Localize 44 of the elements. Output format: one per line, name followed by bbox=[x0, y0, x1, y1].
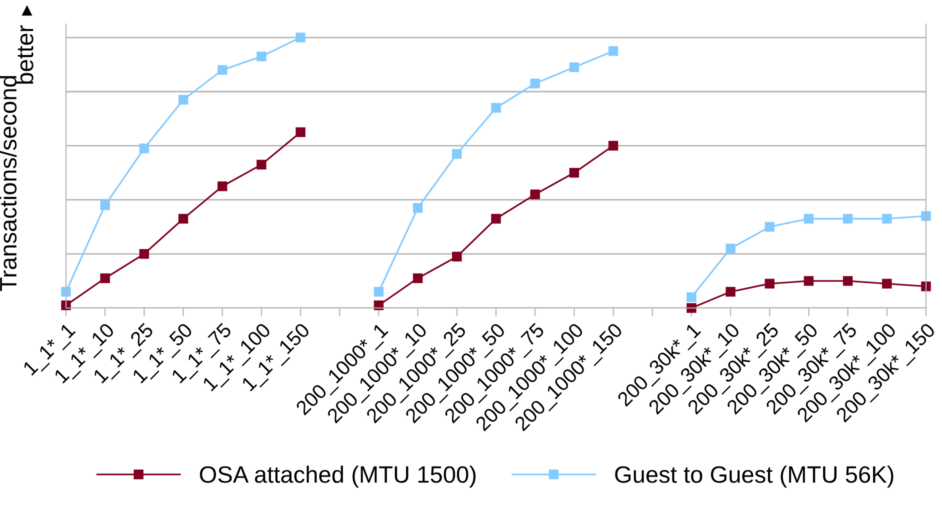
point bbox=[726, 286, 736, 297]
point bbox=[921, 211, 931, 221]
point bbox=[139, 249, 150, 259]
point bbox=[804, 276, 814, 286]
point bbox=[764, 222, 774, 232]
point bbox=[178, 214, 188, 224]
point bbox=[530, 78, 540, 88]
text: better bbox=[16, 25, 34, 84]
point bbox=[921, 282, 931, 292]
point bbox=[100, 200, 110, 210]
point bbox=[608, 140, 618, 151]
point bbox=[218, 65, 228, 75]
point bbox=[882, 278, 892, 289]
point bbox=[491, 214, 501, 224]
point bbox=[882, 214, 892, 224]
point bbox=[256, 160, 266, 170]
point bbox=[726, 244, 736, 254]
point bbox=[61, 286, 71, 297]
point bbox=[412, 203, 423, 213]
point bbox=[764, 278, 774, 289]
point bbox=[100, 273, 110, 284]
legend-label: Guest to Guest (MTU 56K) bbox=[615, 466, 894, 488]
point bbox=[569, 168, 580, 178]
point bbox=[842, 214, 853, 224]
point bbox=[218, 181, 228, 192]
point bbox=[139, 144, 150, 154]
point bbox=[412, 273, 423, 284]
point bbox=[256, 52, 266, 62]
point bbox=[608, 46, 618, 56]
point bbox=[491, 102, 501, 113]
point bbox=[452, 252, 462, 262]
point bbox=[530, 190, 540, 200]
point bbox=[686, 292, 696, 302]
point bbox=[842, 276, 853, 286]
point bbox=[296, 32, 306, 42]
point bbox=[178, 94, 188, 105]
point bbox=[686, 303, 696, 313]
point bbox=[804, 214, 814, 224]
legend-label: OSA attached (MTU 1500) bbox=[200, 466, 476, 488]
point bbox=[452, 148, 462, 159]
point bbox=[374, 286, 384, 297]
point bbox=[296, 127, 306, 138]
text: ▲ bbox=[22, 5, 32, 16]
point bbox=[569, 62, 580, 72]
